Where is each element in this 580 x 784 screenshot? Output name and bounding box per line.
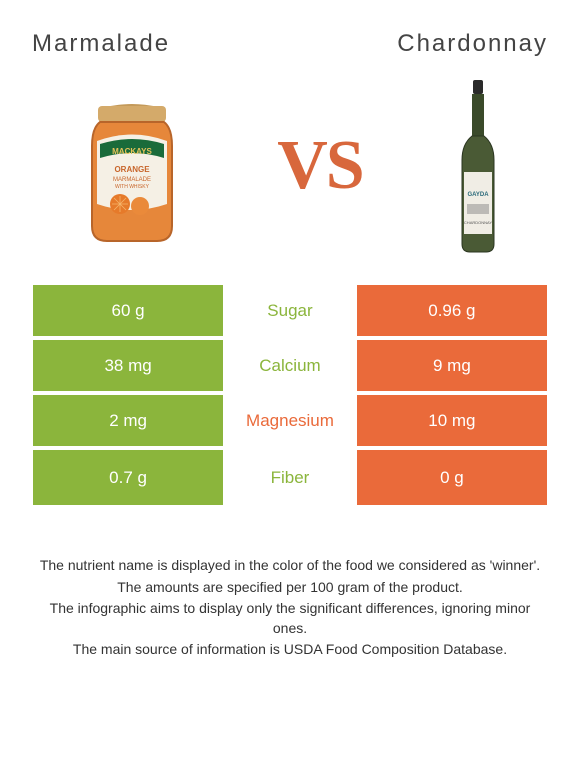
svg-text:GAYDA: GAYDA — [467, 192, 489, 198]
value-right: 0 g — [357, 450, 547, 505]
table-row: 2 mgMagnesium10 mg — [33, 395, 547, 450]
table-row: 60 gSugar0.96 g — [33, 285, 547, 340]
chardonnay-bottle-icon: GAYDA CHARDONNAY — [448, 76, 508, 256]
comparison-table: 60 gSugar0.96 g38 mgCalcium9 mg2 mgMagne… — [32, 284, 548, 506]
value-right: 0.96 g — [357, 285, 547, 336]
nutrient-label: Calcium — [223, 340, 357, 391]
footnote-line: The infographic aims to display only the… — [32, 599, 548, 638]
value-left: 0.7 g — [33, 450, 223, 505]
footnote-line: The amounts are specified per 100 gram o… — [32, 578, 548, 598]
svg-text:ORANGE: ORANGE — [114, 165, 150, 174]
value-right: 10 mg — [357, 395, 547, 446]
svg-text:WITH WHISKY: WITH WHISKY — [115, 184, 150, 190]
table-row: 38 mgCalcium9 mg — [33, 340, 547, 395]
svg-text:MARMALADE: MARMALADE — [113, 177, 151, 183]
title-left: Marmalade — [32, 30, 170, 58]
nutrient-label: Fiber — [223, 450, 357, 505]
table-row: 0.7 gFiber0 g — [33, 450, 547, 505]
value-right: 9 mg — [357, 340, 547, 391]
vs-label: VS — [277, 126, 362, 206]
footnote-line: The main source of information is USDA F… — [32, 640, 548, 660]
value-left: 2 mg — [33, 395, 223, 446]
title-right: Chardonnay — [397, 30, 548, 58]
footnotes: The nutrient name is displayed in the co… — [32, 556, 548, 660]
value-left: 60 g — [33, 285, 223, 336]
value-left: 38 mg — [33, 340, 223, 391]
footnote-line: The nutrient name is displayed in the co… — [32, 556, 548, 576]
nutrient-label: Sugar — [223, 285, 357, 336]
title-row: Marmalade Chardonnay — [32, 30, 548, 58]
marmalade-jar-icon: MACKAYS ORANGE MARMALADE WITH WHISKY — [72, 86, 192, 246]
nutrient-label: Magnesium — [223, 395, 357, 446]
svg-text:MACKAYS: MACKAYS — [112, 147, 152, 156]
svg-text:CHARDONNAY: CHARDONNAY — [464, 220, 492, 225]
product-images-row: MACKAYS ORANGE MARMALADE WITH WHISKY VS … — [32, 76, 548, 256]
